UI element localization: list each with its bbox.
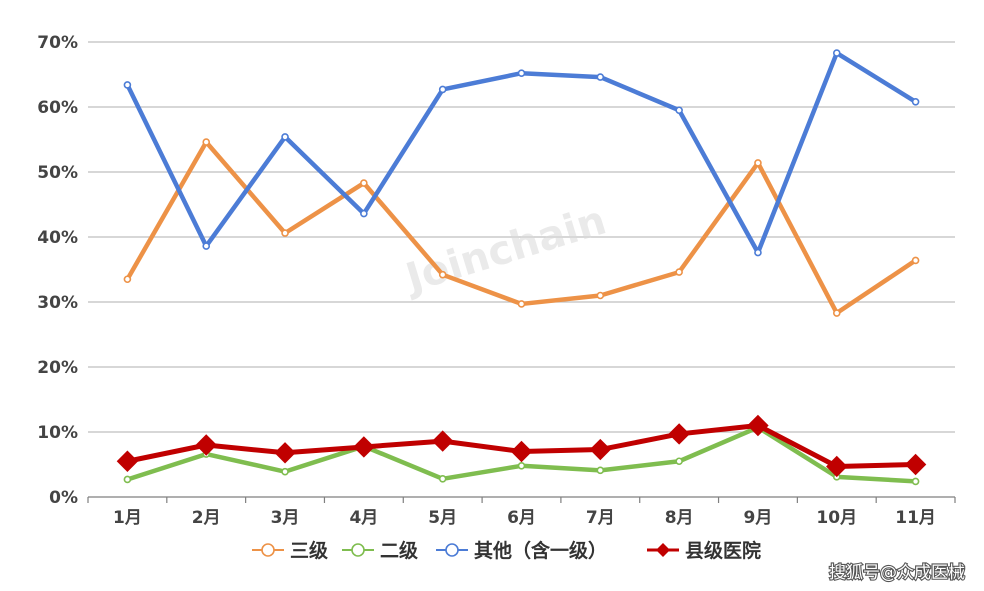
legend-marker (351, 543, 365, 557)
data-point (517, 300, 526, 308)
legend-label: 其他（含一级） (474, 539, 607, 562)
data-point (675, 106, 683, 115)
data-point (202, 242, 211, 250)
x-tick-label: 7月 (586, 508, 615, 528)
data-point (754, 248, 762, 257)
legend-marker (261, 543, 275, 557)
data-point (911, 477, 920, 486)
y-tick-label: 50% (37, 163, 78, 183)
x-tick-label: 4月 (349, 508, 378, 528)
data-point (911, 256, 920, 265)
watermark: Joinchain (398, 197, 611, 302)
y-tick-label: 10% (37, 423, 78, 443)
data-point (675, 268, 683, 276)
y-axis-tick-labels: 0% 10% 20% 30% 40% 50% 60% 70% (37, 33, 78, 508)
y-tick-label: 0% (49, 488, 78, 508)
data-point (589, 438, 612, 461)
data-point (360, 179, 368, 187)
y-tick-label: 70% (37, 33, 78, 53)
data-point (517, 69, 526, 77)
credit-text: 搜狐号@众成医械 (829, 563, 965, 583)
data-point (438, 474, 447, 483)
data-point (596, 291, 605, 300)
legend-label: 三级 (290, 539, 328, 562)
x-tick-label: 1月 (113, 508, 142, 528)
legend-marker (445, 543, 459, 557)
y-tick-label: 40% (37, 228, 78, 248)
data-point (123, 275, 132, 284)
x-tick-label: 9月 (744, 508, 773, 528)
data-point (195, 434, 217, 456)
x-tick-label: 3月 (271, 508, 300, 528)
data-point (202, 138, 211, 146)
data-point (517, 461, 526, 470)
y-tick-label: 20% (37, 358, 78, 378)
legend-marker (656, 543, 670, 557)
data-point (747, 414, 769, 437)
x-tick-label: 11月 (895, 508, 936, 528)
data-point (826, 455, 848, 478)
data-point (911, 98, 920, 106)
data-point (675, 457, 683, 466)
x-axis: 1月 2月 3月 4月 5月 6月 7月 8月 9月 10月 11月 (87, 496, 956, 528)
data-point (274, 442, 296, 464)
data-point (353, 436, 375, 458)
x-tick-label: 6月 (507, 508, 536, 528)
data-point (438, 270, 447, 279)
x-tick-label: 5月 (428, 508, 457, 528)
legend-label: 二级 (380, 539, 418, 562)
data-point (116, 450, 139, 472)
series-lines (116, 49, 927, 486)
data-point (904, 453, 927, 476)
legend-label: 县级医院 (685, 539, 761, 562)
legend: 三级 二级 其他（含一级） 县级医院 (252, 539, 761, 562)
data-point (281, 133, 289, 141)
data-point (438, 85, 447, 94)
x-tick-label: 8月 (665, 508, 694, 528)
y-tick-label: 60% (37, 98, 78, 118)
data-point (832, 309, 841, 317)
data-point (668, 423, 690, 445)
x-tick-label: 2月 (192, 508, 221, 528)
data-point (510, 440, 533, 463)
data-point (431, 430, 454, 452)
data-point (281, 467, 289, 476)
data-point (281, 229, 289, 237)
data-point (832, 49, 841, 57)
data-point (754, 159, 762, 167)
data-point (596, 466, 605, 475)
y-tick-label: 30% (37, 293, 78, 313)
data-point (123, 81, 132, 89)
data-point (360, 209, 368, 218)
x-tick-label: 10月 (816, 508, 857, 528)
data-point (123, 475, 132, 484)
data-point (596, 73, 605, 81)
